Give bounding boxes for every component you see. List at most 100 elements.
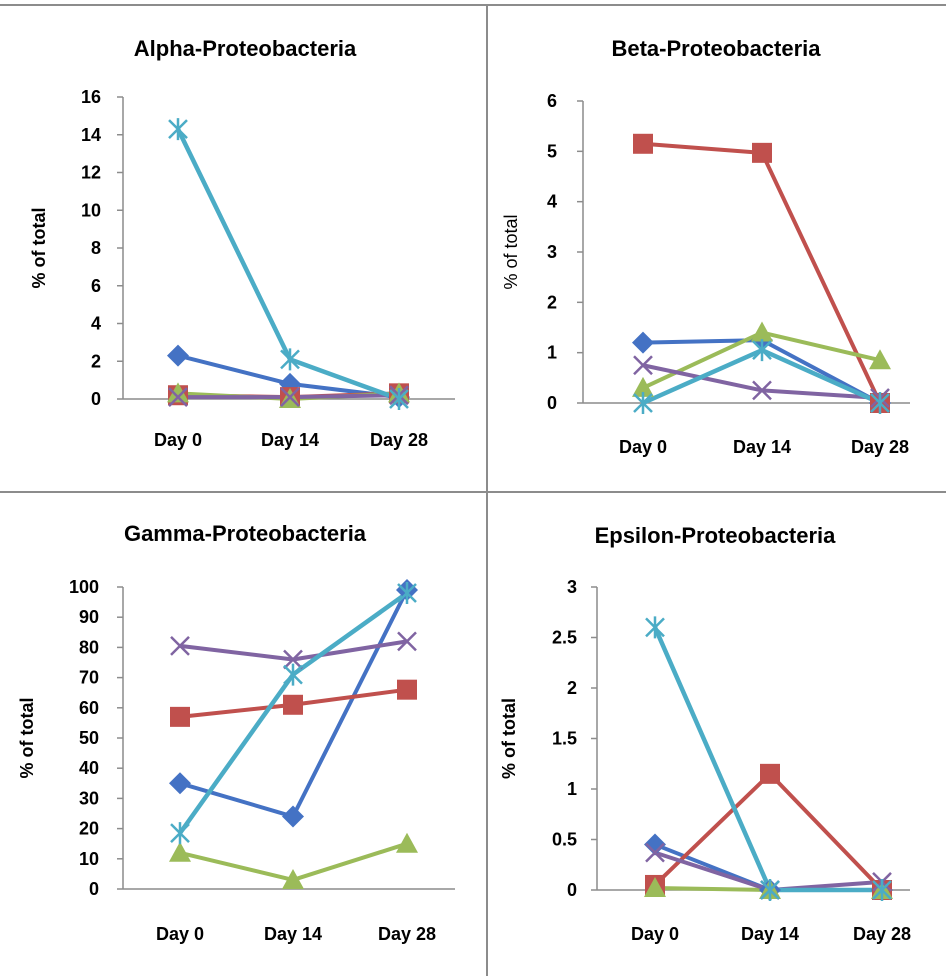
series-3-point [869, 349, 891, 370]
y-tick-label: 4 [547, 192, 557, 212]
x-tick-label: Day 28 [853, 924, 911, 944]
series-5-point [280, 348, 300, 371]
series-3-point [282, 868, 304, 889]
y-axis-label: % of total [29, 208, 49, 289]
series-5-point [870, 392, 890, 414]
series-4-point [280, 387, 300, 407]
y-tick-label: 6 [91, 276, 101, 296]
y-tick-label: 40 [79, 758, 99, 778]
y-tick-label: 70 [79, 668, 99, 688]
chart-title: Beta-Proteobacteria [611, 36, 821, 61]
y-tick-label: 100 [69, 577, 99, 597]
series-5-point [389, 388, 409, 410]
series-2-point [752, 142, 772, 163]
series-2-point [397, 679, 417, 700]
y-axis-label: % of total [499, 698, 519, 779]
y-tick-label: 10 [79, 849, 99, 869]
y-tick-label: 10 [81, 200, 101, 220]
series-4-point [397, 631, 417, 652]
series-4-point [168, 387, 188, 407]
y-tick-label: 0.5 [552, 830, 577, 850]
series-4-point [752, 380, 772, 401]
y-tick-label: 80 [79, 637, 99, 657]
x-tick-label: Day 0 [619, 437, 667, 457]
x-tick-label: Day 14 [733, 437, 791, 457]
y-tick-label: 16 [81, 87, 101, 107]
series-2-line [642, 141, 882, 404]
y-tick-label: 5 [547, 141, 557, 161]
y-tick-label: 90 [79, 607, 99, 627]
series-4-point [170, 636, 190, 656]
x-tick-label: Day 14 [264, 924, 322, 944]
series-1-point [282, 805, 304, 828]
y-tick-label: 50 [79, 728, 99, 748]
x-tick-label: Day 28 [370, 430, 428, 450]
series-5-point [397, 582, 417, 605]
y-tick-label: 14 [81, 125, 101, 145]
chart-epsilon-proteobacteria: Epsilon-Proteobacteria % of total 0 0.5 1 1.5… [499, 523, 911, 944]
series-4-point [633, 355, 653, 376]
y-tick-label: 6 [547, 91, 557, 111]
series-1-point [167, 344, 189, 367]
x-tick-label: Day 0 [631, 924, 679, 944]
series-2-point [283, 694, 303, 715]
y-tick-label: 20 [79, 819, 99, 839]
series-5-point [872, 879, 892, 901]
y-tick-label: 2.5 [552, 628, 577, 648]
y-axis-label: % of total [17, 698, 37, 779]
y-tick-label: 60 [79, 698, 99, 718]
series-5-point [752, 339, 772, 362]
y-tick-label: 8 [91, 238, 101, 258]
series-1-point [644, 833, 666, 856]
series-4-point [645, 842, 665, 863]
y-tick-label: 3 [567, 577, 577, 597]
chart-title: Alpha-Proteobacteria [134, 36, 357, 61]
series-2-line [653, 771, 884, 892]
y-tick-label: 0 [89, 879, 99, 899]
series-3-point [632, 376, 654, 397]
x-tick-label: Day 28 [378, 924, 436, 944]
y-tick-label: 1 [567, 779, 577, 799]
series-3-point [644, 876, 666, 897]
series-3-point [751, 321, 773, 342]
x-tick-label: Day 0 [156, 924, 204, 944]
y-tick-label: 30 [79, 788, 99, 808]
series-4-point [283, 649, 303, 670]
x-tick-label: Day 28 [851, 437, 909, 457]
y-tick-label: 2 [91, 351, 101, 371]
x-tick-label: Day 14 [741, 924, 799, 944]
series-5-point [760, 879, 780, 901]
chart-title: Gamma-Proteobacteria [124, 521, 367, 546]
y-tick-label: 0 [567, 880, 577, 900]
series-1-point [169, 772, 191, 795]
series-5-point [170, 822, 190, 845]
y-axis-label: % of total [501, 214, 521, 289]
x-tick-label: Day 14 [261, 430, 319, 450]
series-5-point [645, 616, 665, 639]
y-tick-label: 1.5 [552, 729, 577, 749]
series-3-point [167, 382, 189, 403]
chart-title: Epsilon-Proteobacteria [595, 523, 837, 548]
series-3-point [169, 841, 191, 862]
y-tick-label: 4 [91, 314, 101, 334]
y-tick-label: 0 [91, 389, 101, 409]
y-tick-label: 1 [547, 343, 557, 363]
chart-beta-proteobacteria: Beta-Proteobacteria % of total 0 1 2 3 4 5 6 Day … [501, 36, 910, 457]
y-tick-label: 0 [547, 393, 557, 413]
y-tick-label: 2 [567, 678, 577, 698]
series-5-point [633, 392, 653, 414]
chart-gamma-proteobacteria: Gamma-Proteobacteria % of total 0 10 20 30 40 5… [17, 521, 455, 944]
series-1-point [632, 331, 654, 354]
series-2-point [170, 706, 190, 727]
series-2-point [633, 133, 653, 154]
y-tick-label: 2 [547, 292, 557, 312]
series-2-point [760, 763, 780, 784]
y-tick-label: 3 [547, 242, 557, 262]
y-tick-label: 12 [81, 163, 101, 183]
series-3-point [396, 832, 418, 853]
series-5-point [168, 118, 188, 141]
chart-alpha-proteobacteria: Alpha-Proteobacteria % of total 0 2 4 6 8 10 12 1… [29, 36, 455, 450]
x-tick-label: Day 0 [154, 430, 202, 450]
series-5-point [283, 663, 303, 686]
